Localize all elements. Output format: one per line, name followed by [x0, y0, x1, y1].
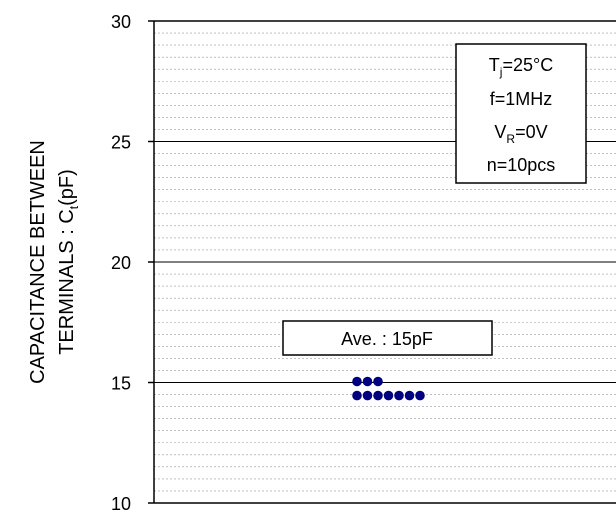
- data-point: [362, 390, 373, 401]
- data-point: [373, 376, 383, 387]
- average-box: [282, 320, 493, 356]
- data-point: [383, 390, 394, 401]
- data-point: [404, 390, 415, 401]
- condition-frequency: f=1MHz: [490, 89, 553, 109]
- data-point: [415, 390, 425, 401]
- y-tick-label: 25: [111, 133, 131, 153]
- data-point: [394, 390, 404, 401]
- y-tick-label: 10: [111, 494, 131, 514]
- y-tick-label: 30: [111, 12, 131, 32]
- data-point: [373, 390, 383, 401]
- y-axis-label-line2: TERMINALS : Ct(pF): [56, 169, 81, 355]
- y-axis-label-line1: CAPACITANCE BETWEEN: [27, 140, 49, 384]
- average-label: Ave. : 15pF: [341, 329, 433, 349]
- data-point: [352, 390, 362, 401]
- y-tick-label: 20: [111, 253, 131, 273]
- condition-sample-count: n=10pcs: [487, 155, 556, 175]
- data-point: [362, 376, 373, 387]
- y-tick-label: 15: [111, 374, 131, 394]
- y-tick-marks: [148, 20, 154, 504]
- data-points: [352, 376, 425, 401]
- condition-tj: Tj=25°C: [489, 55, 553, 79]
- y-tick-labels: 10 15 20 25 30: [111, 12, 131, 514]
- conditions-box: [455, 43, 587, 184]
- condition-vr: VR=0V: [494, 122, 547, 146]
- data-point: [352, 376, 362, 387]
